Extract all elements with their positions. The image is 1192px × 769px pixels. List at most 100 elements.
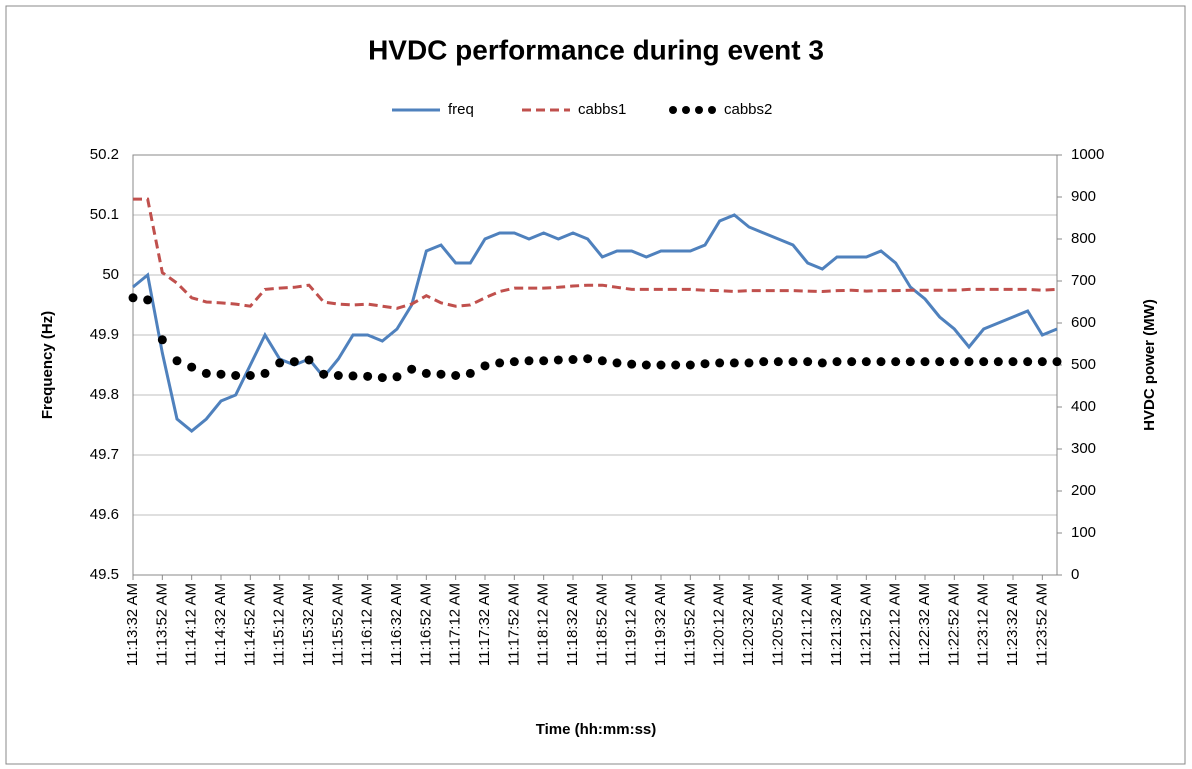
y2-tick-label: 700 <box>1071 272 1096 289</box>
chart-title: HVDC performance during event 3 <box>368 34 824 65</box>
x-tick-label: 11:22:12 AM <box>887 583 904 666</box>
x-tick-label: 11:15:12 AM <box>271 583 288 666</box>
y2-tick-label: 300 <box>1071 440 1096 457</box>
y-tick-label: 49.7 <box>90 446 119 463</box>
data-point <box>421 368 431 378</box>
y-axis-title: Frequency (Hz) <box>39 311 56 419</box>
data-point <box>509 357 519 367</box>
y2-tick-label: 200 <box>1071 482 1096 499</box>
y-tick-label: 50.2 <box>90 146 119 163</box>
x-tick-label: 11:14:12 AM <box>183 583 200 666</box>
data-point <box>128 293 138 303</box>
data-point <box>949 357 959 367</box>
y2-tick-label: 400 <box>1071 398 1096 415</box>
data-point <box>348 371 358 381</box>
data-point <box>1052 357 1062 367</box>
x-tick-label: 11:20:32 AM <box>740 583 757 666</box>
data-point <box>172 356 182 366</box>
x-tick-label: 11:15:32 AM <box>300 583 317 666</box>
x-tick-label: 11:18:52 AM <box>593 583 610 666</box>
data-point <box>1037 357 1047 367</box>
x-tick-label: 11:16:52 AM <box>417 583 434 666</box>
data-point <box>876 357 886 367</box>
legend-label: freq <box>448 101 474 118</box>
x-tick-label: 11:17:32 AM <box>476 583 493 666</box>
data-point <box>612 358 622 368</box>
x-tick-label: 11:19:52 AM <box>681 583 698 666</box>
x-tick-label: 11:14:32 AM <box>212 583 229 666</box>
legend-symbol <box>695 106 703 114</box>
data-point <box>304 355 314 365</box>
x-tick-label: 11:20:52 AM <box>769 583 786 666</box>
y2-tick-label: 0 <box>1071 566 1079 583</box>
data-point <box>201 368 211 378</box>
x-tick-label: 11:20:12 AM <box>711 583 728 666</box>
y-tick-label: 50.1 <box>90 206 119 223</box>
data-point <box>979 357 989 367</box>
x-tick-label: 11:18:32 AM <box>564 583 581 666</box>
data-point <box>993 357 1003 367</box>
data-point <box>465 368 475 378</box>
x-tick-label: 11:16:32 AM <box>388 583 405 666</box>
data-point <box>260 368 270 378</box>
data-point <box>333 371 343 380</box>
x-tick-label: 11:16:12 AM <box>359 583 376 666</box>
data-point <box>377 373 387 383</box>
data-point <box>157 335 167 345</box>
y2-tick-label: 900 <box>1071 188 1096 205</box>
data-point <box>861 357 871 367</box>
data-point <box>788 357 798 367</box>
x-tick-label: 11:13:52 AM <box>153 583 170 666</box>
data-point <box>832 357 842 367</box>
x-tick-label: 11:17:52 AM <box>505 583 522 666</box>
data-point <box>568 355 578 365</box>
data-point <box>627 359 637 369</box>
y2-axis-title: HVDC power (MW) <box>1141 299 1158 431</box>
y-tick-label: 49.5 <box>90 566 119 583</box>
x-tick-label: 11:17:12 AM <box>447 583 464 666</box>
y-tick-label: 49.9 <box>90 326 119 343</box>
data-point <box>275 358 285 368</box>
y2-tick-label: 100 <box>1071 524 1096 541</box>
x-tick-label: 11:21:32 AM <box>828 583 845 666</box>
data-point <box>641 360 651 370</box>
data-point <box>847 357 857 367</box>
data-point <box>685 360 695 370</box>
data-point <box>964 357 974 367</box>
chart-frame <box>5 5 1186 765</box>
x-tick-label: 11:19:12 AM <box>623 583 640 666</box>
x-tick-label: 11:22:32 AM <box>916 583 933 666</box>
x-tick-label: 11:15:52 AM <box>329 583 346 666</box>
y-tick-label: 49.6 <box>90 506 119 523</box>
data-point <box>436 369 446 379</box>
y-tick-label: 50 <box>102 266 119 283</box>
data-point <box>891 357 901 367</box>
series-line <box>133 197 1058 310</box>
data-point <box>319 369 329 379</box>
x-axis-title: Time (hh:mm:ss) <box>536 721 657 738</box>
x-tick-label: 11:18:12 AM <box>535 583 552 666</box>
data-point <box>245 371 255 380</box>
data-point <box>759 357 769 367</box>
data-point <box>817 358 827 368</box>
data-point <box>289 357 299 367</box>
y2-tick-label: 600 <box>1071 314 1096 331</box>
data-point <box>935 357 945 367</box>
data-point <box>773 357 783 367</box>
data-point <box>583 354 593 364</box>
series-line <box>132 213 1058 433</box>
data-point <box>480 361 490 371</box>
data-point <box>1023 357 1033 367</box>
data-point <box>905 357 915 367</box>
data-point <box>729 358 739 368</box>
x-tick-label: 11:23:52 AM <box>1033 583 1050 666</box>
data-point <box>920 357 930 367</box>
data-point <box>187 362 197 372</box>
y2-tick-label: 500 <box>1071 356 1096 373</box>
data-point <box>671 360 681 370</box>
x-tick-label: 11:23:32 AM <box>1004 583 1021 666</box>
data-point <box>407 364 417 374</box>
data-point <box>392 372 402 382</box>
